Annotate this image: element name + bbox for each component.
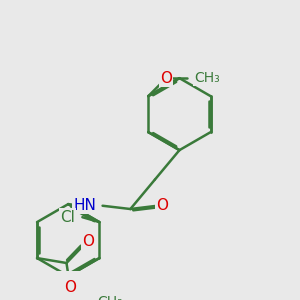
Text: O: O <box>156 198 168 213</box>
Text: O: O <box>160 71 172 86</box>
Text: O: O <box>64 280 76 295</box>
Text: HN: HN <box>73 198 96 213</box>
Text: CH₃: CH₃ <box>194 71 220 85</box>
Text: Cl: Cl <box>60 210 75 225</box>
Text: CH₃: CH₃ <box>98 295 123 300</box>
Text: O: O <box>82 234 94 249</box>
